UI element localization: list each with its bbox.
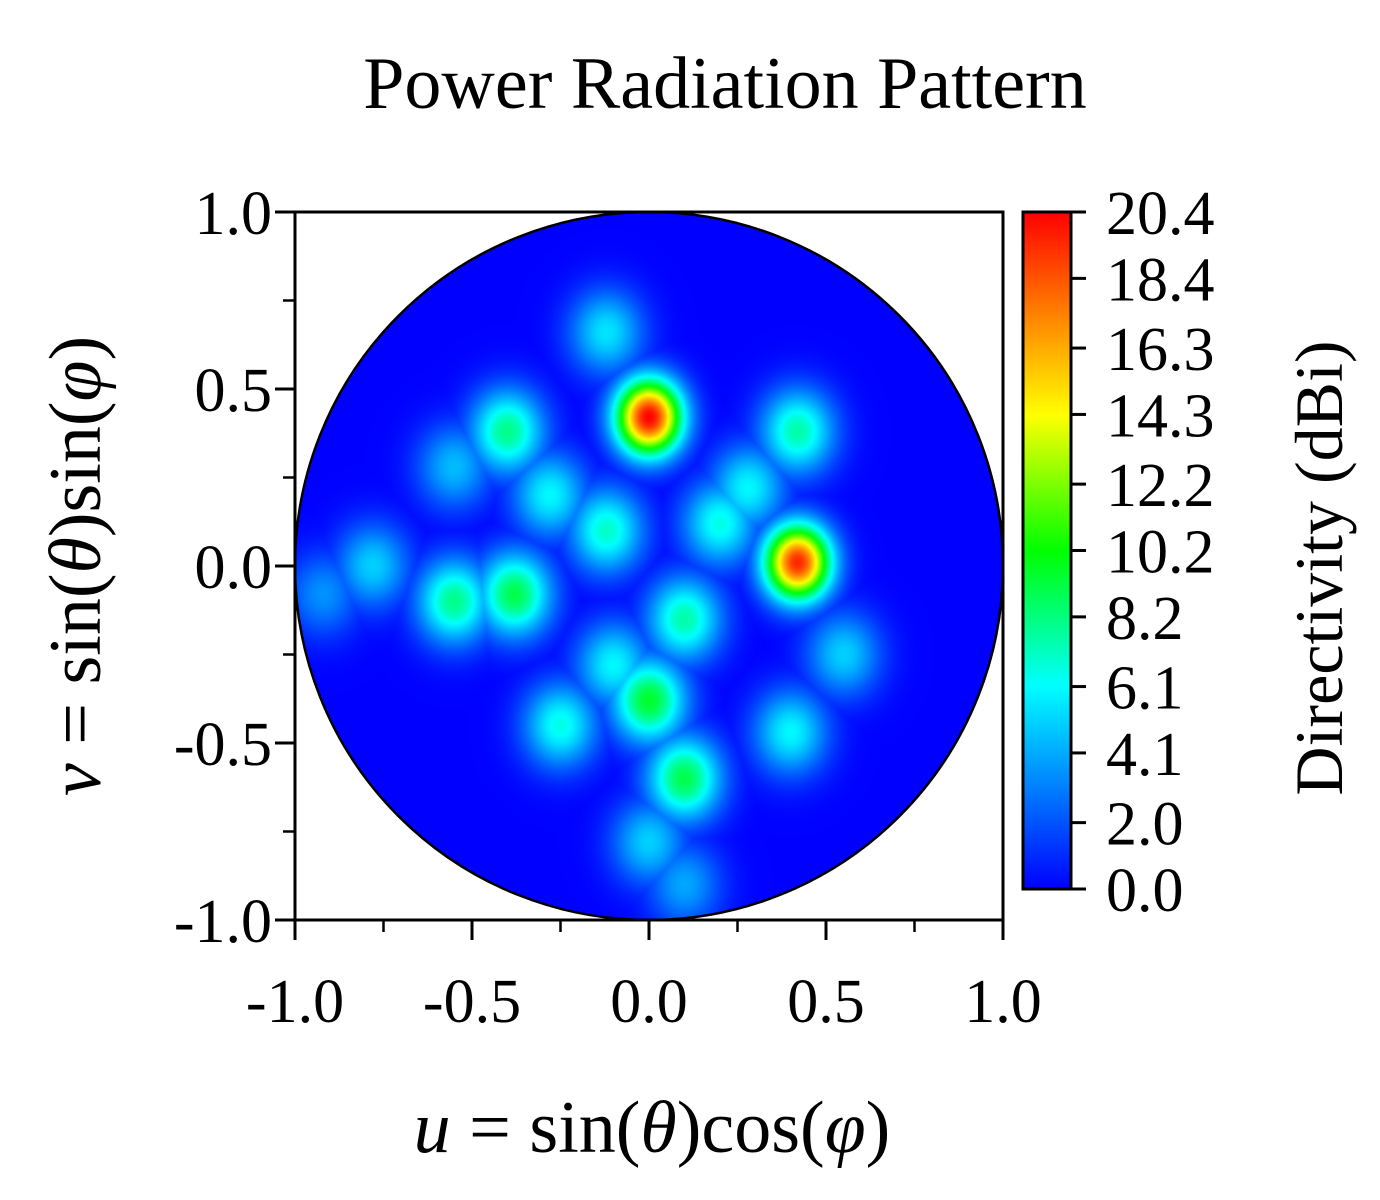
x-tick-label: -1.0 xyxy=(246,968,344,1036)
x-axis-label-eq: = sin( xyxy=(451,1087,641,1169)
x-tick-label: 1.0 xyxy=(964,968,1042,1036)
heatmap-area xyxy=(295,212,1003,920)
y-axis-label-phi: φ xyxy=(35,361,117,402)
x-axis-label-end: ) xyxy=(866,1087,891,1169)
colorbar-tick-label: 20.4 xyxy=(1106,180,1215,248)
x-axis-label-phi: φ xyxy=(825,1087,866,1169)
x-tick-label: 0.5 xyxy=(787,968,865,1036)
colorbar-tick-label: 14.3 xyxy=(1106,382,1215,450)
y-axis-label-var: v xyxy=(35,763,117,796)
y-axis-label-theta: θ xyxy=(35,537,117,573)
colorbar-tick-label: 18.4 xyxy=(1106,246,1215,314)
y-tick-label: 0.0 xyxy=(195,534,273,602)
x-axis-label-mid: )cos( xyxy=(677,1087,825,1169)
y-axis: 1.0 0.5 0.0 -0.5 -1.0 xyxy=(174,180,295,956)
colorbar-tick-label: 0.0 xyxy=(1106,857,1184,925)
y-axis-label-mid: )sin( xyxy=(35,402,117,538)
chart-title: Power Radiation Pattern xyxy=(363,43,1086,125)
colorbar-tick-label: 10.2 xyxy=(1106,519,1215,587)
colorbar-tick-label: 4.1 xyxy=(1106,721,1184,789)
colorbar xyxy=(1021,210,1073,891)
y-axis-label-end: ) xyxy=(35,336,117,361)
x-axis-label-var: u xyxy=(414,1087,451,1169)
y-tick-label: 1.0 xyxy=(195,180,273,248)
colorbar-tick-label: 16.3 xyxy=(1106,316,1215,384)
y-tick-label: -0.5 xyxy=(174,711,272,779)
colorbar-tick-label: 8.2 xyxy=(1106,585,1184,653)
colorbar-tick-label: 6.1 xyxy=(1106,655,1184,723)
x-tick-label: 0.0 xyxy=(610,968,688,1036)
y-tick-label: -1.0 xyxy=(174,888,272,956)
x-axis-label-theta: θ xyxy=(640,1087,676,1169)
y-axis-label: v = sin(θ)sin(φ) xyxy=(35,336,117,796)
x-axis-label: u = sin(θ)cos(φ) xyxy=(414,1087,891,1169)
colorbar-tick-label: 12.2 xyxy=(1106,452,1215,520)
colorbar-ticks: 20.418.416.314.312.210.28.26.14.12.00.0 xyxy=(1071,180,1215,925)
y-tick-label: 0.5 xyxy=(195,357,273,425)
x-tick-label: -0.5 xyxy=(423,968,521,1036)
x-axis: -1.0 -0.5 0.0 0.5 1.0 xyxy=(246,920,1042,1036)
y-axis-label-eq: = sin( xyxy=(35,574,117,764)
heatmap-image xyxy=(295,212,1003,920)
colorbar-label: Directivity (dBi) xyxy=(1281,340,1357,795)
colorbar-tick-label: 2.0 xyxy=(1106,791,1184,859)
